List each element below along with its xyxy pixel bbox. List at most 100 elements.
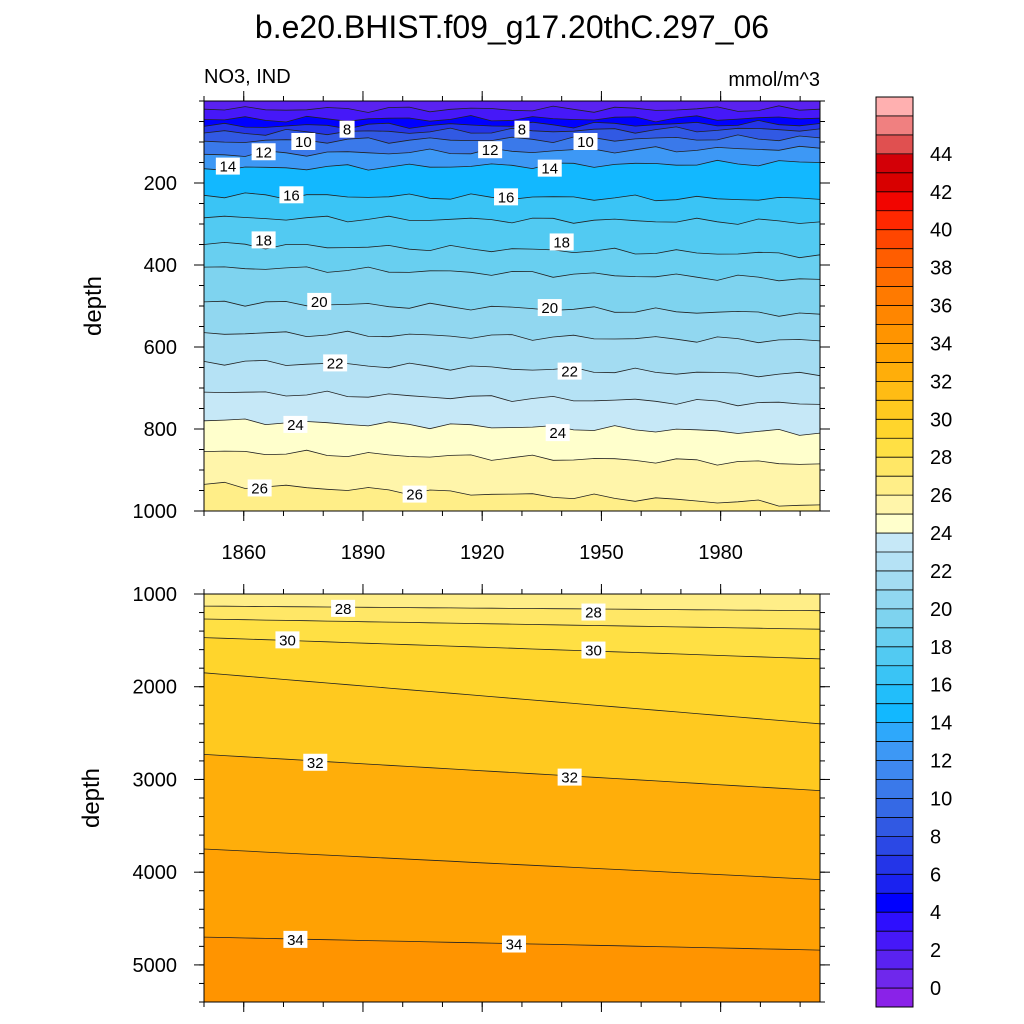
y-tick-label: 5000 — [133, 955, 178, 977]
contour-label-box — [581, 641, 606, 659]
contour-label-box — [514, 120, 530, 138]
contour-label: 18 — [255, 232, 272, 249]
contour-label: 30 — [585, 643, 602, 660]
y-tick-label: 400 — [144, 255, 177, 277]
contour-label: 28 — [335, 601, 352, 618]
contour-line-22 — [203, 359, 821, 378]
colorbar-swatch — [876, 779, 913, 799]
contour-line-28 — [203, 618, 821, 630]
left-string: NO3, IND — [204, 66, 291, 88]
x-tick-label: 1950 — [579, 542, 624, 564]
contour-label-box — [323, 354, 348, 372]
y-tick-label: 2000 — [133, 677, 178, 699]
colorbar-label: 10 — [930, 788, 952, 810]
y-tick-label: 800 — [144, 419, 177, 441]
contour-label: 10 — [295, 134, 312, 151]
contour-label-box — [537, 299, 562, 317]
colorbar-label: 30 — [930, 409, 952, 431]
contour-line-19 — [203, 266, 821, 282]
contour-label: 12 — [482, 142, 499, 159]
colorbar-swatch — [876, 134, 913, 155]
colorbar-label: 28 — [930, 447, 952, 469]
contour-line-17 — [203, 215, 821, 225]
contour-label: 16 — [283, 187, 300, 204]
contour-line-6 — [203, 119, 821, 130]
colorbar-swatch — [876, 495, 913, 515]
y-tick-label: 200 — [144, 173, 177, 195]
colorbar-label: 4 — [930, 902, 941, 924]
colorbar-label: 26 — [930, 485, 952, 507]
colorbar-swatch — [876, 324, 913, 344]
contour-line-2 — [203, 105, 821, 113]
colorbar-label: 38 — [930, 258, 952, 280]
contour-label: 22 — [327, 355, 344, 372]
contour-line-23 — [203, 390, 821, 407]
contour-line-21 — [203, 330, 821, 344]
contour-line-8 — [203, 126, 821, 136]
colorbar-swatch — [876, 817, 913, 837]
contour-label: 34 — [506, 937, 523, 954]
chart-title: b.e20.BHIST.f09_g17.20thC.297_06 — [255, 9, 769, 45]
contour-line-20 — [203, 300, 821, 317]
colorbar-swatch — [876, 229, 913, 249]
contour-label: 20 — [311, 294, 328, 311]
colorbar-swatch — [876, 988, 913, 1008]
units-string: mmol/m^3 — [728, 69, 820, 91]
colorbar-swatch — [876, 969, 913, 989]
colorbar-swatch — [876, 381, 913, 401]
y-tick-label: 600 — [144, 337, 177, 359]
colorbar-label: 36 — [930, 296, 952, 318]
colorbar-label: 16 — [930, 675, 952, 697]
contour-label-box — [251, 143, 276, 161]
contour-label-box — [573, 133, 598, 150]
colorbar-label: 22 — [930, 561, 952, 583]
top-ylabel: depth — [80, 276, 107, 336]
contour-line-26 — [203, 481, 821, 507]
y-tick-label: 4000 — [133, 862, 178, 884]
colorbar-swatch — [876, 115, 913, 136]
bottom-panel: 28 28 30 30 32 32 34 34 1000 2000 3000 4000 5000 — [133, 584, 830, 1012]
colorbar-swatch — [876, 912, 913, 932]
colorbar-swatch — [876, 589, 913, 610]
colorbar-swatch — [876, 305, 913, 325]
colorbar-swatch — [876, 874, 913, 894]
contour-line-30 — [203, 672, 821, 725]
contour-label: 18 — [553, 234, 570, 251]
colorbar-swatch — [876, 400, 913, 420]
colorbar-swatch — [876, 248, 913, 268]
contour-label-box — [331, 599, 356, 617]
contour-label-box — [251, 231, 276, 249]
y-tick-label: 3000 — [133, 769, 178, 791]
colorbar-swatch — [876, 570, 913, 591]
colorbar-swatch — [876, 741, 913, 761]
colorbar-label: 8 — [930, 826, 941, 848]
x-tick-label: 1980 — [698, 542, 743, 564]
x-tick-label: 1890 — [341, 542, 386, 564]
contour-label: 26 — [406, 487, 423, 504]
colorbar-swatch — [876, 760, 913, 780]
colorbar-swatch — [876, 419, 913, 439]
contour-label-box — [545, 424, 570, 442]
contour-label: 30 — [279, 632, 296, 649]
contour-label-box — [557, 768, 582, 786]
colorbar-swatch — [876, 893, 913, 913]
band-26 — [204, 482, 820, 511]
contour-label-box — [537, 159, 562, 177]
contour-label: 14 — [541, 161, 558, 178]
colorbar-label: 34 — [930, 333, 952, 355]
colorbar-swatch — [876, 552, 913, 572]
colorbar-swatch — [876, 684, 913, 704]
contour-line-33 — [203, 848, 821, 880]
colorbar-label: 24 — [930, 523, 952, 545]
contour-line-4 — [203, 115, 821, 123]
colorbar-swatch — [876, 950, 913, 970]
colorbar-swatch — [876, 798, 913, 818]
contour-label-box — [283, 930, 308, 948]
contour-label: 8 — [343, 122, 351, 139]
contour-line-14 — [203, 159, 821, 171]
contour-label-box — [581, 603, 606, 621]
x-tick-label: 1920 — [460, 542, 505, 564]
y-tick-label: 1000 — [133, 584, 178, 606]
colorbar-swatch — [876, 533, 913, 553]
colorbar-label: 32 — [930, 371, 952, 393]
